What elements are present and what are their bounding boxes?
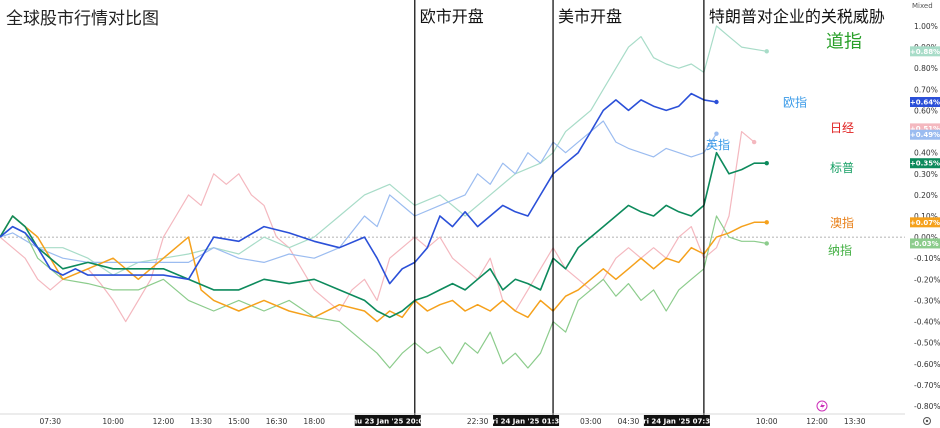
value-badge-5 [910, 217, 940, 228]
y-tick-label: 0.10% [914, 212, 938, 221]
value-badge-4 [910, 158, 940, 169]
series-end-point-0 [764, 49, 769, 54]
settings-gear-icon[interactable] [923, 417, 931, 425]
value-badge-1 [910, 97, 940, 107]
y-tick-label: -0.30% [914, 296, 940, 305]
x-time-badge-label-0: Thu 23 Jan '25 20:00 [347, 418, 428, 426]
x-tick-label: 12:00 [806, 417, 828, 426]
x-tick-label: 12:00 [153, 417, 175, 426]
y-tick-label: 0.30% [914, 170, 938, 179]
series-line-3 [0, 120, 718, 263]
x-tick-label: 10:00 [102, 417, 124, 426]
value-badge-label-1: +0.64% [910, 99, 940, 107]
x-tick-label: 03:00 [580, 417, 602, 426]
scale-mode-label[interactable]: Mixed [912, 2, 933, 10]
y-tick-label: -0.60% [914, 360, 940, 369]
x-time-badge-1 [493, 415, 560, 426]
x-tick-label: 13:30 [190, 417, 212, 426]
x-tick-label: 18:00 [303, 417, 325, 426]
series-line-4 [0, 151, 767, 319]
series-label-2: 日经 [830, 121, 854, 135]
x-tick-label: 10:00 [756, 417, 778, 426]
y-tick-label: 0.40% [914, 149, 938, 158]
x-time-badge-label-1: Fri 24 Jan '25 01:30 [488, 418, 564, 426]
series-line-6 [0, 215, 767, 369]
event-annotation-2: 特朗普对企业的关税威胁 [709, 7, 885, 26]
x-tick-label: 04:30 [618, 417, 640, 426]
chart-title: 全球股市行情对比图 [6, 9, 159, 29]
y-tick-label: 0.20% [914, 191, 938, 200]
value-badge-label-3: +0.49% [910, 131, 940, 139]
series-label-0: 道指 [826, 32, 862, 53]
value-badge-label-6: -0.03% [911, 240, 938, 248]
x-time-badge-0 [354, 415, 421, 426]
y-tick-label: 0.70% [914, 85, 938, 94]
value-badge-label-2: +0.51% [910, 125, 940, 133]
value-badge-label-0: +0.88% [910, 48, 940, 56]
y-tick-label: -0.10% [914, 254, 940, 263]
series-line-0 [0, 25, 767, 276]
series-label-3: 英指 [706, 137, 730, 152]
series-label-4: 标普 [830, 161, 854, 175]
value-badge-2 [910, 123, 940, 134]
x-time-badge-label-2: Fri 24 Jan '25 07:30 [639, 418, 715, 426]
series-end-point-4 [764, 161, 769, 166]
x-tick-label: 22:30 [467, 417, 489, 426]
y-tick-label: -0.40% [914, 318, 940, 327]
x-time-badge-2 [643, 415, 710, 426]
x-tick-label: 15:00 [228, 417, 250, 426]
value-badge-3 [910, 129, 940, 140]
event-annotation-0: 欧市开盘 [420, 7, 484, 26]
x-tick-label: 13:30 [844, 417, 866, 426]
value-badge-label-4: +0.35% [910, 160, 940, 168]
series-end-point-1 [714, 99, 719, 105]
series-label-6: 纳指 [828, 242, 852, 257]
lightning-icon[interactable] [816, 400, 828, 412]
series-line-5 [0, 215, 767, 323]
series-line-1 [0, 92, 717, 285]
y-tick-label: 0.80% [914, 64, 938, 73]
y-tick-label: -0.80% [914, 402, 940, 411]
y-tick-label: -0.70% [914, 381, 940, 390]
series-end-point-5 [764, 220, 769, 225]
y-tick-label: -0.20% [914, 275, 940, 284]
x-tick-label: 07:30 [39, 417, 61, 426]
value-badge-6 [910, 238, 940, 249]
y-tick-label: 0.60% [914, 106, 938, 115]
y-tick-label: 0.00% [914, 233, 938, 242]
value-badge-label-5: +0.07% [910, 219, 940, 227]
y-tick-label: -0.50% [914, 339, 940, 348]
event-annotation-1: 美市开盘 [558, 7, 622, 26]
series-label-1: 欧指 [783, 95, 807, 110]
y-tick-label: 1.00% [914, 22, 938, 31]
value-badge-0 [910, 46, 940, 57]
series-end-point-6 [764, 241, 769, 246]
series-end-point-3 [714, 131, 719, 136]
x-tick-label: 16:30 [266, 417, 288, 426]
series-end-point-2 [751, 139, 757, 145]
series-line-2 [0, 131, 755, 323]
series-label-5: 澳指 [830, 215, 854, 230]
